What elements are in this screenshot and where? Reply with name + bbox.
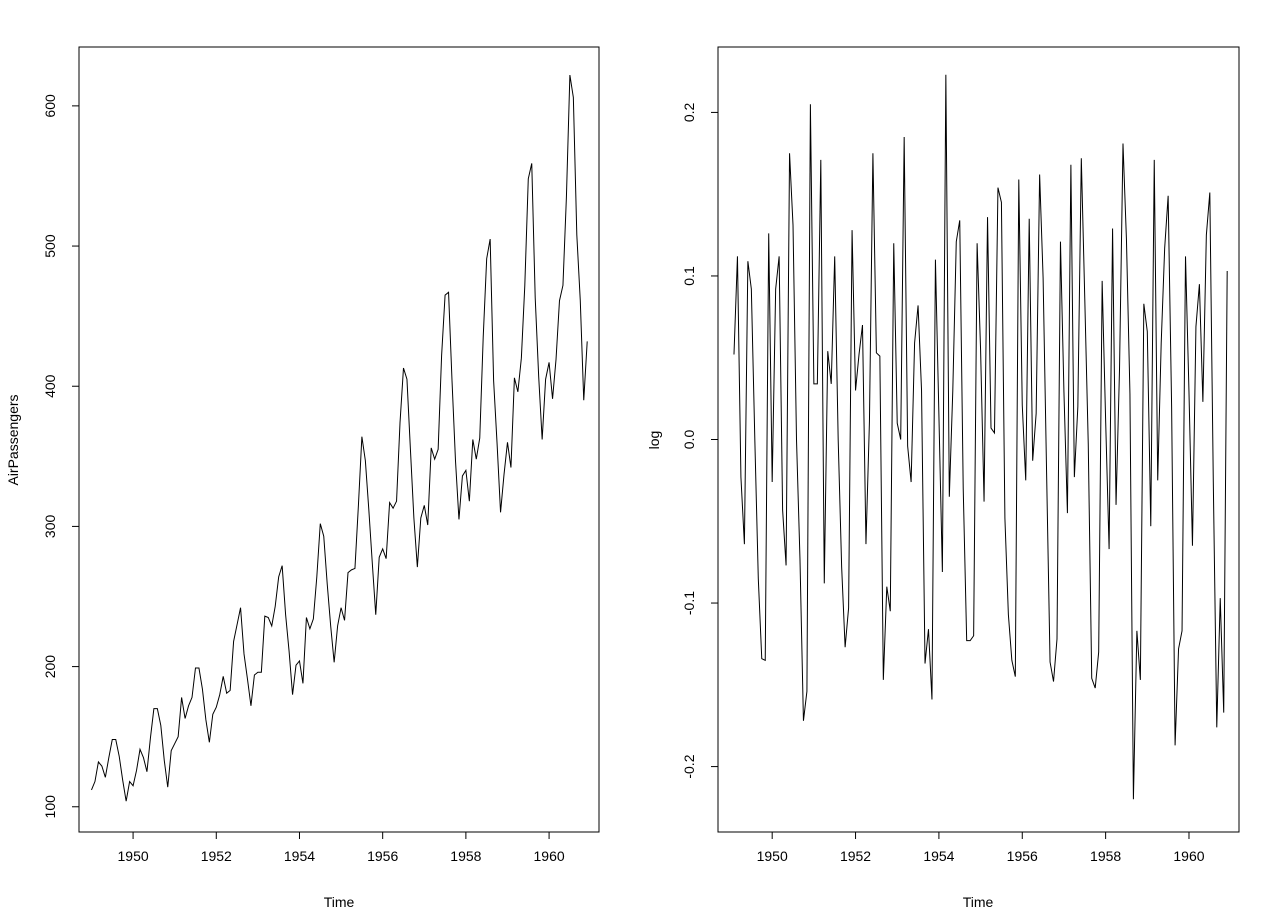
y-tick-label: 0.1 <box>681 266 697 286</box>
y-tick-label: 0.0 <box>681 430 697 450</box>
x-tick-label: 1956 <box>1007 848 1038 864</box>
plot-frame-left <box>78 46 600 833</box>
y-axis-label-right: log <box>646 431 662 450</box>
series-line-airpassengers <box>91 74 588 802</box>
series-line-log <box>733 74 1228 800</box>
x-tick-label: 1954 <box>923 848 954 864</box>
x-tick-label: 1960 <box>534 848 565 864</box>
x-axis-label-left: Time <box>324 894 355 910</box>
y-axis-label-left: AirPassengers <box>5 394 21 485</box>
y-tick-label: -0.2 <box>681 754 697 778</box>
x-axis-left: 1950 1952 1954 1956 1958 1960 <box>118 831 565 864</box>
y-tick-label: 200 <box>42 655 58 679</box>
y-tick-label: 100 <box>42 795 58 819</box>
y-tick-label: 500 <box>42 234 58 258</box>
x-tick-label: 1950 <box>757 848 788 864</box>
x-tick-label: 1958 <box>1090 848 1121 864</box>
y-tick-label: 0.2 <box>681 102 697 122</box>
x-tick-label: 1954 <box>284 848 315 864</box>
x-tick-label: 1952 <box>840 848 871 864</box>
y-tick-label: 300 <box>42 515 58 539</box>
x-axis-right: 1950 1952 1954 1956 1958 1960 <box>757 831 1205 864</box>
x-axis-label-right: Time <box>963 894 994 910</box>
x-tick-label: 1958 <box>450 848 481 864</box>
y-tick-label: 600 <box>42 94 58 118</box>
y-tick-label: -0.1 <box>681 591 697 615</box>
y-tick-label: 400 <box>42 374 58 398</box>
x-tick-label: 1952 <box>201 848 232 864</box>
x-tick-label: 1956 <box>367 848 398 864</box>
y-axis-right: -0.2 -0.1 0.0 0.1 0.2 <box>681 102 719 779</box>
chart-log: 1950 1952 1954 1956 1958 1960 -0.2 -0.1 0.0 0.1 0… <box>646 46 1240 910</box>
x-tick-label: 1960 <box>1173 848 1204 864</box>
y-axis-left: 100 200 300 400 500 600 <box>42 94 80 819</box>
x-tick-label: 1950 <box>118 848 149 864</box>
chart-airpassengers: 1950 1952 1954 1956 1958 1960 100 200 300 400 500… <box>5 46 600 910</box>
